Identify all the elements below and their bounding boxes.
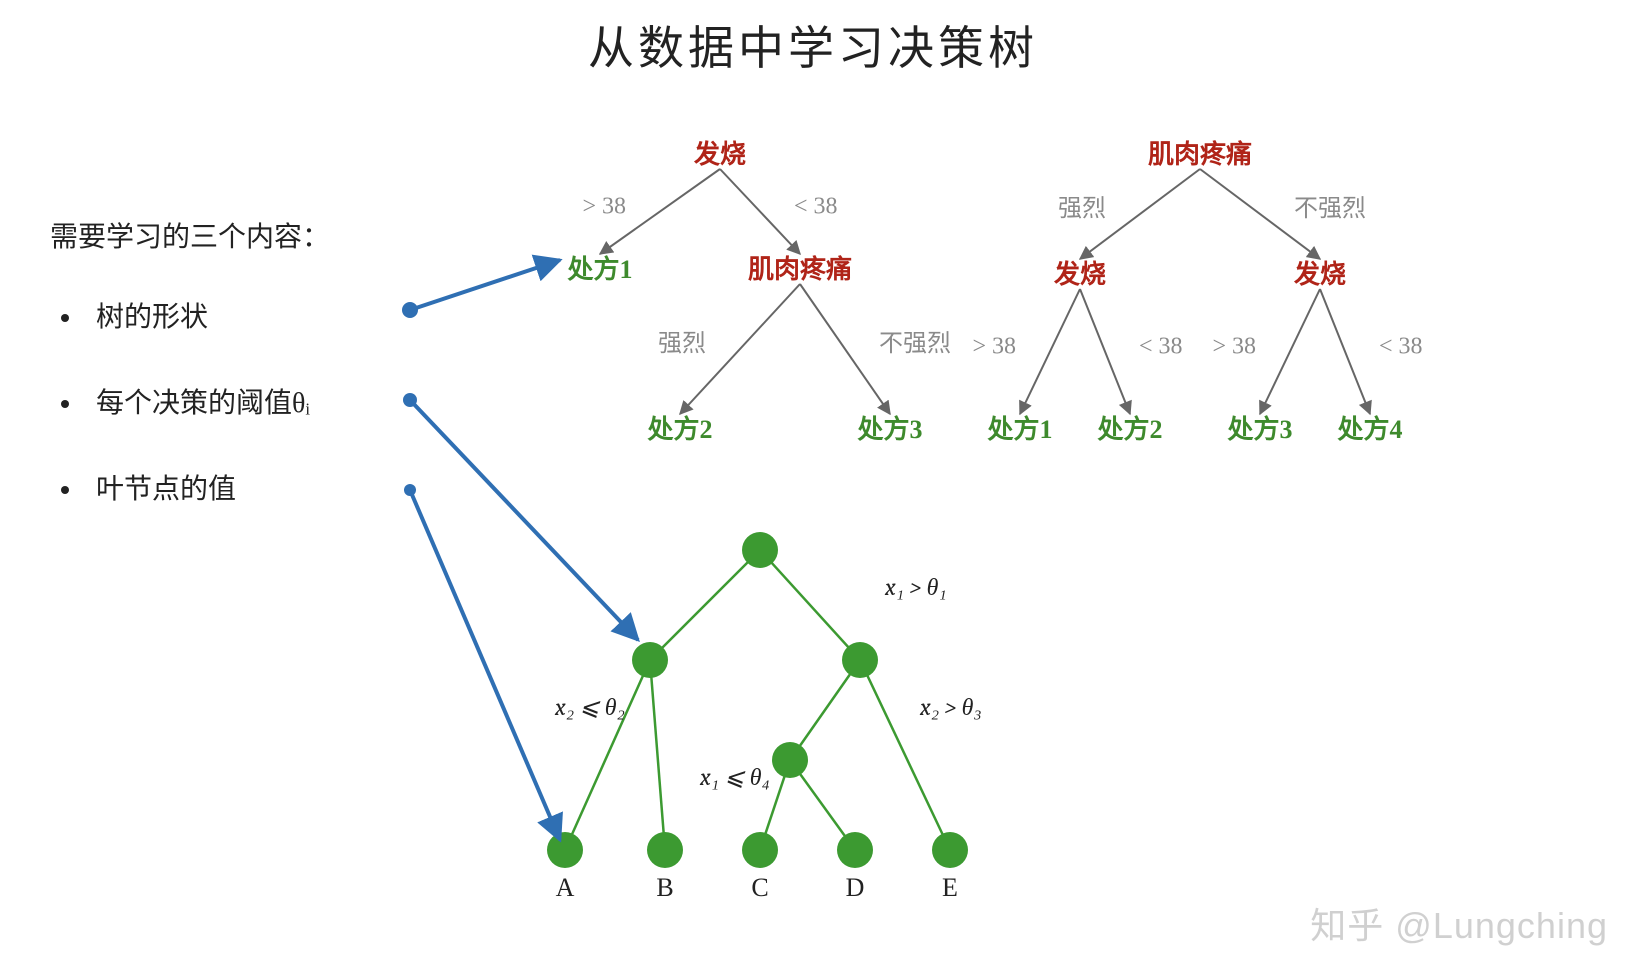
pointer-arrow [410, 400, 638, 640]
edge-label: 强烈 [658, 331, 706, 357]
diagram-svg: > 38< 38强烈不强烈发烧处方1肌肉疼痛处方2处方3强烈不强烈> 38< 3… [0, 0, 1626, 957]
leaf-node: 处方2 [1096, 414, 1162, 444]
abstract-leaf-label: B [656, 873, 673, 902]
abstract-leaf-label: D [846, 873, 865, 902]
edge-label: < 38 [794, 194, 838, 220]
abstract-tree-node [632, 642, 668, 678]
tree-edge [1020, 289, 1080, 414]
abstract-tree-edge [650, 660, 665, 850]
decision-node: 肌肉疼痛 [1148, 139, 1252, 169]
decision-node: 发烧 [1053, 259, 1106, 289]
leaf-node: 处方4 [1336, 414, 1402, 444]
pointer-arrow [410, 490, 560, 840]
tree-edge [1320, 289, 1370, 414]
math-annotation: x₂ ⩽ θ₂ [554, 693, 625, 721]
tree-edge [1260, 289, 1320, 414]
stage: 从数据中学习决策树 需要学习的三个内容： 树的形状 每个决策的阈值θᵢ 叶节点的… [0, 0, 1626, 957]
abstract-tree-node [842, 642, 878, 678]
decision-node: 肌肉疼痛 [748, 254, 852, 284]
abstract-tree-node [772, 742, 808, 778]
abstract-leaf-label: A [556, 873, 575, 902]
edge-label: < 38 [1379, 334, 1423, 360]
pointer-arrow [410, 260, 560, 310]
abstract-tree-edge [760, 550, 860, 660]
abstract-tree-edge [650, 550, 760, 660]
edge-label: 不强烈 [879, 331, 951, 357]
abstract-tree-node [932, 832, 968, 868]
leaf-node: 处方3 [1226, 414, 1292, 444]
edge-label: > 38 [582, 194, 626, 220]
decision-node: 发烧 [1293, 259, 1346, 289]
abstract-tree-edge [790, 660, 860, 760]
math-annotation: x₂ > θ₃ [919, 693, 982, 721]
abstract-tree-node [647, 832, 683, 868]
edge-label: < 38 [1139, 334, 1183, 360]
edge-label: > 38 [1212, 334, 1256, 360]
tree-edge [1080, 289, 1130, 414]
edge-label: 不强烈 [1294, 196, 1366, 222]
math-annotation: x₁ ⩽ θ₄ [699, 763, 770, 791]
abstract-tree-edge [860, 660, 950, 850]
abstract-tree-edge [565, 660, 650, 850]
abstract-leaf-label: E [942, 873, 958, 902]
edge-label: 强烈 [1058, 196, 1106, 222]
math-annotation: x₁ > θ₁ [884, 573, 947, 601]
abstract-tree-node [742, 832, 778, 868]
leaf-node: 处方3 [856, 414, 922, 444]
tree-edge [800, 284, 890, 414]
tree-edge [720, 169, 800, 254]
edge-label: > 38 [972, 334, 1016, 360]
abstract-tree-node [837, 832, 873, 868]
leaf-node: 处方1 [986, 414, 1052, 444]
leaf-node: 处方1 [566, 254, 632, 284]
leaf-node: 处方2 [646, 414, 712, 444]
abstract-tree-node [547, 832, 583, 868]
abstract-tree-node [742, 532, 778, 568]
watermark: 知乎 @Lungching [1310, 897, 1608, 949]
abstract-leaf-label: C [751, 873, 768, 902]
decision-node: 发烧 [693, 139, 746, 169]
